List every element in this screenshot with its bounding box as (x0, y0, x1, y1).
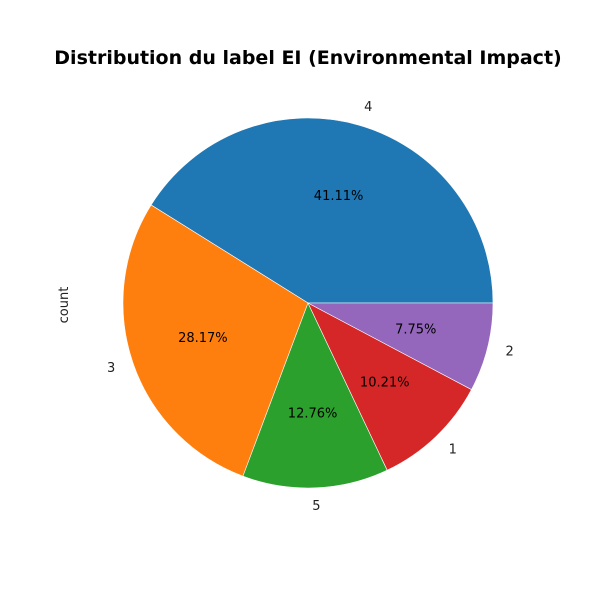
slice-label-1: 1 (449, 443, 457, 458)
pie-slice-4 (150, 117, 494, 304)
slice-percent-1: 10.21% (360, 376, 410, 391)
slice-percent-5: 12.76% (288, 406, 338, 421)
slice-label-4: 4 (364, 100, 372, 115)
pie-slice-5 (242, 302, 388, 489)
pie-slice-1 (307, 302, 472, 471)
y-axis-label: count (57, 287, 72, 324)
slice-percent-3: 28.17% (178, 331, 228, 346)
slice-percent-4: 41.11% (314, 189, 364, 204)
chart-title: Distribution du label EI (Environmental … (54, 47, 561, 69)
pie-labels: 4 41.11% 3 28.17% 5 12.76% 1 10.21% 2 7.75% (107, 100, 514, 514)
slice-label-2: 2 (506, 345, 514, 360)
pie-slice-2 (307, 302, 494, 390)
slice-label-3: 3 (107, 361, 115, 376)
pie-slices (122, 117, 494, 489)
slice-label-5: 5 (312, 499, 320, 514)
pie-slice-3 (122, 204, 309, 477)
slice-percent-2: 7.75% (395, 322, 436, 337)
